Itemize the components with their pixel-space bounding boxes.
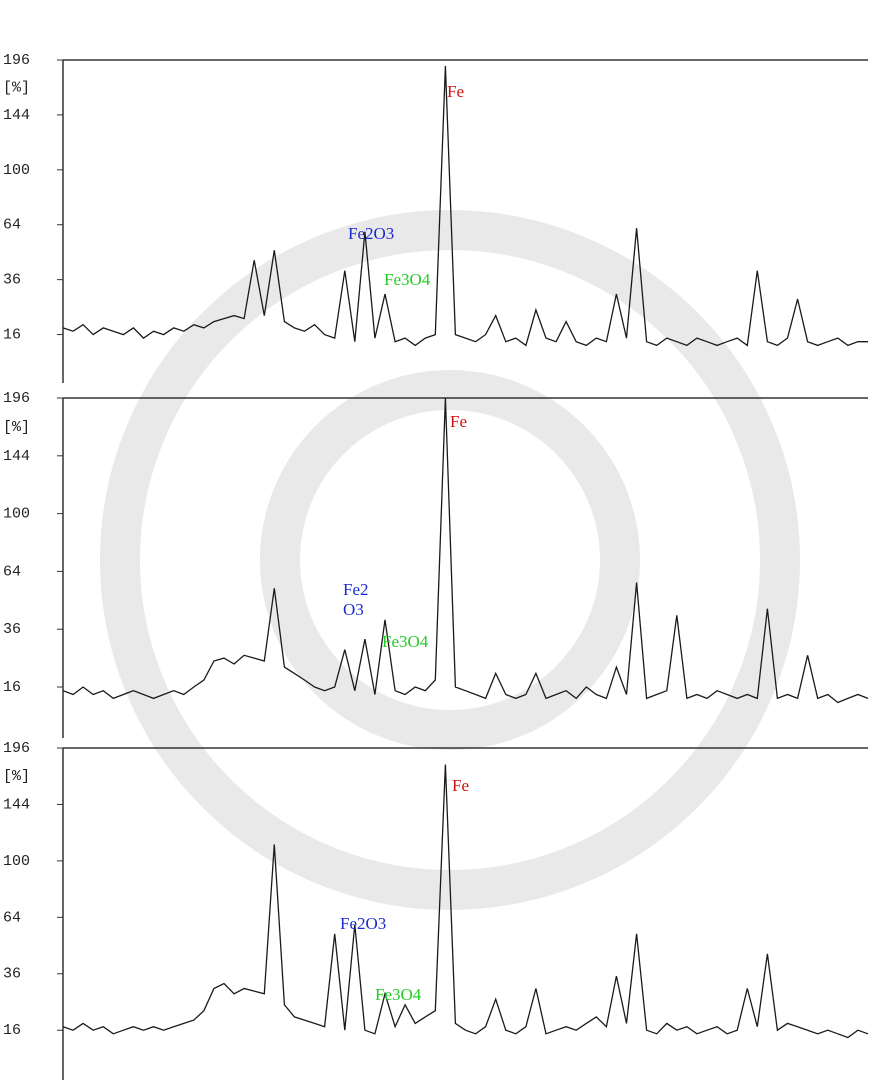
y-tick-label: 144: [3, 796, 30, 813]
spectrum-line: [62, 397, 869, 704]
y-tick-label: 64: [3, 563, 21, 580]
y-tick-label: 16: [3, 327, 21, 344]
peak-annotation: Fe: [452, 776, 469, 795]
y-tick-label: 100: [3, 162, 30, 179]
y-tick-label: 64: [3, 909, 21, 926]
y-tick-label: 196: [3, 740, 30, 757]
y-axis-label: [%]: [3, 768, 30, 785]
y-tick-label: 16: [3, 679, 21, 696]
watermark: [100, 210, 800, 910]
peak-annotation: Fe: [447, 82, 464, 101]
spectrum-line: [62, 764, 869, 1039]
y-tick-label: 100: [3, 506, 30, 523]
y-axis-label: [%]: [3, 419, 30, 436]
peak-annotation: Fe2O3: [340, 914, 387, 933]
peak-annotation: Fe: [450, 412, 467, 431]
peak-annotation: Fe3O4: [375, 985, 422, 1004]
y-axis-label: [%]: [3, 79, 30, 96]
y-tick-label: 144: [3, 107, 30, 124]
peak-annotation: Fe2O3: [343, 580, 369, 619]
spectrum-line: [62, 65, 868, 347]
peak-annotation: Fe3O4: [382, 632, 429, 651]
peak-annotation: Fe3O4: [384, 270, 431, 289]
y-tick-label: 144: [3, 448, 30, 465]
y-tick-label: 36: [3, 966, 21, 983]
y-tick-label: 196: [3, 52, 30, 69]
y-tick-label: 36: [3, 621, 21, 638]
y-tick-label: 64: [3, 217, 21, 234]
y-tick-label: 196: [3, 390, 30, 407]
y-tick-label: 16: [3, 1022, 21, 1039]
y-tick-label: 100: [3, 853, 30, 870]
y-tick-label: 36: [3, 272, 21, 289]
peak-annotation: Fe2O3: [348, 224, 395, 243]
